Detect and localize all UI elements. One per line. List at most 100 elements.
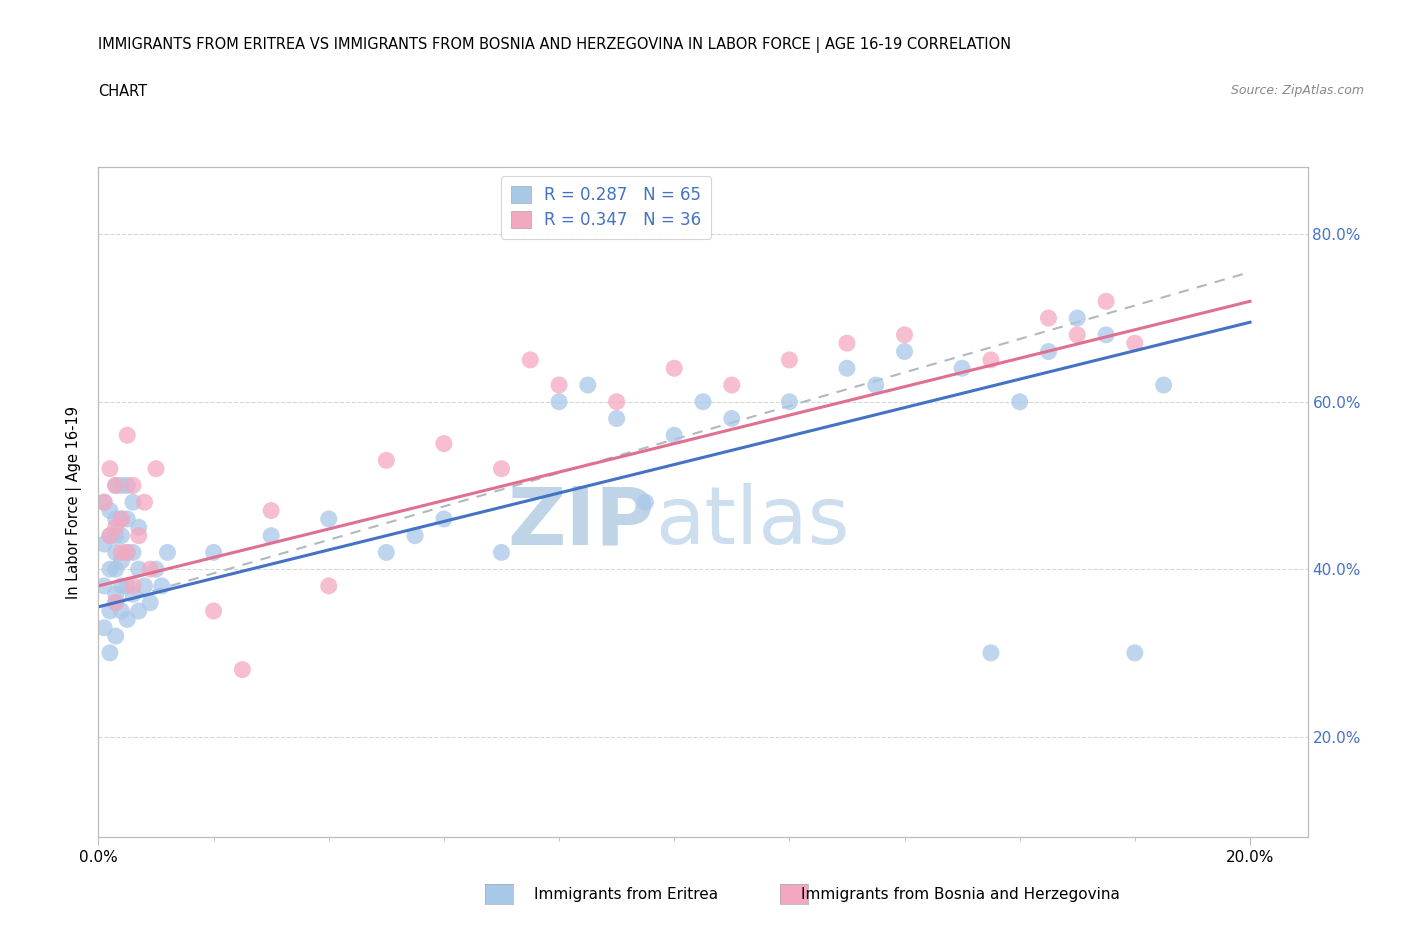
Point: [98, 528, 121, 543]
Point: [980, 645, 1002, 660]
Point: [231, 662, 253, 677]
Point: [110, 545, 132, 560]
Point: [139, 562, 162, 577]
Point: [433, 512, 456, 526]
Point: [104, 528, 127, 543]
Point: [122, 587, 145, 602]
Point: [122, 545, 145, 560]
Point: [93, 495, 115, 510]
Point: [1038, 311, 1060, 325]
Point: [98, 604, 121, 618]
Point: [1123, 336, 1146, 351]
Point: [156, 545, 179, 560]
Point: [110, 528, 132, 543]
Text: ZIP: ZIP: [508, 484, 655, 562]
Point: [1008, 394, 1031, 409]
Text: Immigrants from Eritrea: Immigrants from Eritrea: [534, 887, 718, 902]
Point: [548, 378, 571, 392]
Point: [98, 503, 121, 518]
Point: [1066, 327, 1088, 342]
Point: [93, 537, 115, 551]
Point: [145, 562, 167, 577]
Point: [1095, 294, 1118, 309]
Point: [980, 352, 1002, 367]
Point: [318, 512, 340, 526]
Point: [576, 378, 599, 392]
Point: [93, 578, 115, 593]
Point: [98, 645, 121, 660]
Point: [104, 512, 127, 526]
Point: [145, 461, 167, 476]
Text: IMMIGRANTS FROM ERITREA VS IMMIGRANTS FROM BOSNIA AND HERZEGOVINA IN LABOR FORCE: IMMIGRANTS FROM ERITREA VS IMMIGRANTS FR…: [98, 37, 1011, 53]
Point: [139, 595, 162, 610]
Point: [110, 512, 132, 526]
Point: [128, 528, 150, 543]
Point: [98, 461, 121, 476]
Point: [491, 461, 513, 476]
Point: [375, 453, 398, 468]
Point: [606, 394, 628, 409]
Point: [134, 495, 156, 510]
Point: [720, 378, 742, 392]
Point: [433, 436, 456, 451]
Text: Source: ZipAtlas.com: Source: ZipAtlas.com: [1230, 84, 1364, 97]
Point: [1095, 327, 1118, 342]
Point: [104, 562, 127, 577]
Point: [202, 545, 225, 560]
Point: [115, 512, 138, 526]
Point: [115, 428, 138, 443]
Point: [115, 612, 138, 627]
Point: [110, 512, 132, 526]
Point: [720, 411, 742, 426]
Point: [93, 495, 115, 510]
Point: [128, 604, 150, 618]
Point: [110, 553, 132, 568]
Point: [260, 528, 283, 543]
Point: [1123, 645, 1146, 660]
Text: atlas: atlas: [655, 484, 849, 562]
Point: [664, 428, 686, 443]
Point: [519, 352, 541, 367]
Point: [122, 495, 145, 510]
Point: [865, 378, 887, 392]
Point: [110, 578, 132, 593]
Point: [692, 394, 714, 409]
Point: [115, 545, 138, 560]
Point: [128, 562, 150, 577]
Point: [98, 528, 121, 543]
Point: [318, 578, 340, 593]
Point: [950, 361, 973, 376]
Point: [606, 411, 628, 426]
Point: [104, 595, 127, 610]
Legend: R = 0.287   N = 65, R = 0.347   N = 36: R = 0.287 N = 65, R = 0.347 N = 36: [501, 176, 711, 239]
Point: [1038, 344, 1060, 359]
Point: [104, 595, 127, 610]
Point: [664, 361, 686, 376]
Y-axis label: In Labor Force | Age 16-19: In Labor Force | Age 16-19: [66, 405, 83, 599]
Point: [104, 587, 127, 602]
Point: [893, 327, 915, 342]
Point: [1153, 378, 1175, 392]
Point: [1066, 311, 1088, 325]
Point: [134, 578, 156, 593]
Text: Immigrants from Bosnia and Herzegovina: Immigrants from Bosnia and Herzegovina: [801, 887, 1121, 902]
Point: [375, 545, 398, 560]
Point: [115, 545, 138, 560]
Point: [202, 604, 225, 618]
Point: [634, 495, 657, 510]
Point: [778, 394, 800, 409]
Point: [491, 545, 513, 560]
Point: [115, 578, 138, 593]
Point: [835, 361, 858, 376]
Point: [260, 503, 283, 518]
Point: [150, 578, 173, 593]
Point: [548, 394, 571, 409]
Point: [104, 478, 127, 493]
Point: [104, 478, 127, 493]
Point: [122, 478, 145, 493]
Point: [104, 520, 127, 535]
Point: [778, 352, 800, 367]
Point: [122, 578, 145, 593]
Point: [93, 620, 115, 635]
Point: [104, 545, 127, 560]
